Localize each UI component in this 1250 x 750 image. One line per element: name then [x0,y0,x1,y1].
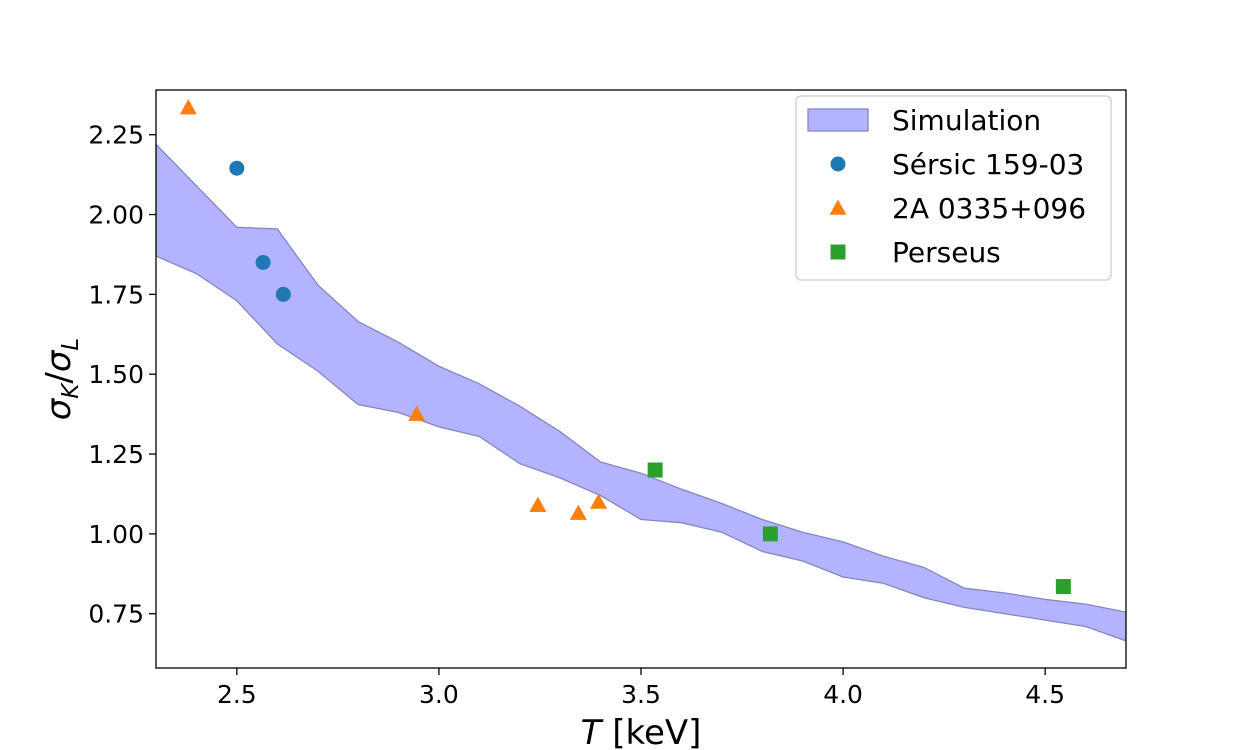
x-tick-label: 2.5 [217,680,257,709]
x-axis-label-symbol: T [581,713,604,750]
legend-perseus-label: Perseus [892,236,1001,269]
x-tick-label: 4.0 [823,680,863,709]
data-point-circle-2 [255,254,271,270]
y-tick-label: 2.25 [88,121,144,150]
legend-2a0335-label: 2A 0335+096 [892,192,1086,225]
data-point-circle-1 [229,160,245,176]
legend: Simulation Sérsic 159-03 2A 0335+096 Per… [795,95,1112,281]
y-label-sub-k: K [58,382,84,399]
data-point-triangle-4 [569,504,587,520]
y-tick-label: 1.75 [88,280,144,309]
legend-sersic-label: Sérsic 159-03 [892,148,1084,181]
y-tick-label: 1.25 [88,440,144,469]
y-label-sigma-k: σ [39,397,79,420]
data-point-square-1 [647,462,663,478]
y-tick-label: 1.50 [88,360,144,389]
legend-marker-square [830,244,846,260]
data-point-triangle-1 [179,99,197,115]
legend-simulation-label: Simulation [892,104,1041,137]
x-axis-label-unit: [keV] [601,713,701,750]
y-tick-label: 0.75 [88,600,144,629]
data-point-square-2 [762,526,778,542]
x-axis-label: T [keV] [581,713,702,750]
y-label-slash: / [39,372,79,384]
y-tick-label: 2.00 [88,201,144,230]
simulation-band-layer [156,143,1126,642]
y-label-sigma-l: σ [39,349,79,372]
y-axis-ticks: 0.75 1.00 1.25 1.50 1.75 2.00 2.25 [88,121,156,629]
x-axis-ticks: 2.5 3.0 3.5 4.0 4.5 [217,668,1065,709]
x-tick-label: 3.0 [419,680,459,709]
data-point-circle-3 [275,286,291,302]
legend-marker-circle [830,156,846,172]
y-label-sub-l: L [58,338,84,351]
legend-marker-triangle [829,199,847,215]
data-point-triangle-2 [408,405,426,421]
data-point-square-3 [1055,579,1071,595]
simulation-band [156,143,1126,642]
legend-box [795,95,1112,281]
y-tick-label: 1.00 [88,520,144,549]
data-point-triangle-5 [590,493,608,509]
legend-markers [829,156,847,260]
y-axis-label: σK/σL [39,338,84,421]
legend-simulation-swatch [807,108,869,132]
data-points-layer [179,99,1071,595]
data-point-triangle-3 [529,496,547,512]
x-tick-label: 3.5 [621,680,661,709]
x-tick-label: 4.5 [1025,680,1065,709]
